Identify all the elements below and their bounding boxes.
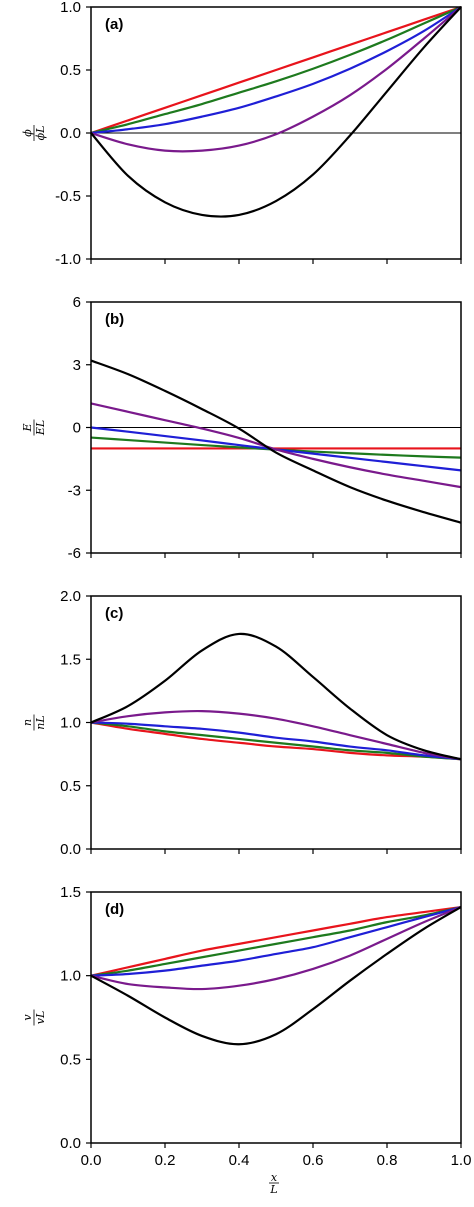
plot-frame <box>90 891 462 1144</box>
panel-label: (c) <box>105 605 123 622</box>
y-label-denominator: vL <box>34 1011 47 1025</box>
chart-panel-4: 0.0 0.5 1.0 1.5 0.0 0.2 0.4 0.6 0.8 1.0 (d) v vL xL <box>21 884 471 1196</box>
y-tick-label: 6 <box>73 294 81 311</box>
y-axis-label: n nL <box>21 714 47 731</box>
series-line-4 <box>90 6 462 153</box>
y-tick-label: 1.0 <box>60 0 81 16</box>
y-axis-label: E EL <box>21 419 47 436</box>
series-line-5 <box>90 632 462 761</box>
y-tick-label: 3 <box>73 357 81 374</box>
chart-panel-3: 0.0 0.5 1.0 1.5 2.0 (c) n nL <box>21 588 462 858</box>
x-axis-label: xL <box>269 1171 279 1196</box>
y-tick-label: 1.0 <box>60 968 81 985</box>
panel-label: (a) <box>105 16 123 33</box>
y-label-numerator: E <box>21 423 34 432</box>
plot-frame <box>90 595 462 850</box>
series-line-3 <box>90 6 462 135</box>
series-line-2 <box>90 721 462 761</box>
y-tick-label: -6 <box>68 545 81 562</box>
y-tick-label: 0.0 <box>60 841 81 858</box>
y-axis-label: ϕ ϕL <box>21 125 47 141</box>
series-line-5 <box>90 906 462 1046</box>
y-tick-label: 0.5 <box>60 62 81 79</box>
series-line-2 <box>90 5 462 135</box>
y-label-numerator: ϕ <box>21 129 34 137</box>
y-label-denominator: nL <box>34 715 47 729</box>
series-line-4 <box>90 402 462 489</box>
series-line-4 <box>90 709 462 761</box>
x-tick-label: 0.0 <box>81 1152 102 1169</box>
y-tick-label: 0.0 <box>60 1135 81 1152</box>
series-line-5 <box>90 6 462 218</box>
y-label-denominator: EL <box>34 420 47 436</box>
y-label-numerator: n <box>21 719 34 726</box>
panel-label: (b) <box>105 311 124 328</box>
y-tick-label: -1.0 <box>55 251 81 268</box>
series-line-3 <box>90 905 462 977</box>
y-tick-label: 2.0 <box>60 588 81 605</box>
x-tick-label: 1.0 <box>451 1152 472 1169</box>
series-line-5 <box>90 359 462 524</box>
y-tick-label: 0.5 <box>60 778 81 795</box>
series-line-3 <box>90 721 462 761</box>
series-line-2 <box>90 905 462 977</box>
x-tick-label: 0.6 <box>303 1152 324 1169</box>
y-tick-label: 0.5 <box>60 1051 81 1068</box>
y-tick-label: 1.5 <box>60 884 81 901</box>
y-tick-label: -3 <box>68 482 81 499</box>
chart-panel-1: -1.0 -0.5 0.0 0.5 1.0 (a) ϕ ϕL <box>21 0 462 268</box>
x-tick-label: 0.2 <box>155 1152 176 1169</box>
x-tick-label: 0.8 <box>377 1152 398 1169</box>
y-axis-label: v vL <box>21 1009 47 1026</box>
series-line-4 <box>90 906 462 991</box>
series-line-1 <box>90 5 462 135</box>
chart-panel-2: -6 -3 0 3 6 (b) E EL <box>21 294 462 562</box>
panel-label: (d) <box>105 901 124 918</box>
y-label-numerator: v <box>21 1014 34 1021</box>
series-line-1 <box>90 905 462 977</box>
x-tick-label: 0.4 <box>229 1152 250 1169</box>
x-label-denominator: L <box>269 1183 277 1196</box>
y-tick-label: 0 <box>73 420 81 437</box>
y-tick-label: 0.0 <box>60 125 81 142</box>
series-line-1 <box>90 721 462 761</box>
y-tick-label: -0.5 <box>55 188 81 205</box>
y-tick-label: 1.5 <box>60 651 81 668</box>
x-label-numerator: x <box>271 1171 278 1184</box>
y-tick-label: 1.0 <box>60 715 81 732</box>
y-label-denominator: ϕL <box>34 126 47 141</box>
